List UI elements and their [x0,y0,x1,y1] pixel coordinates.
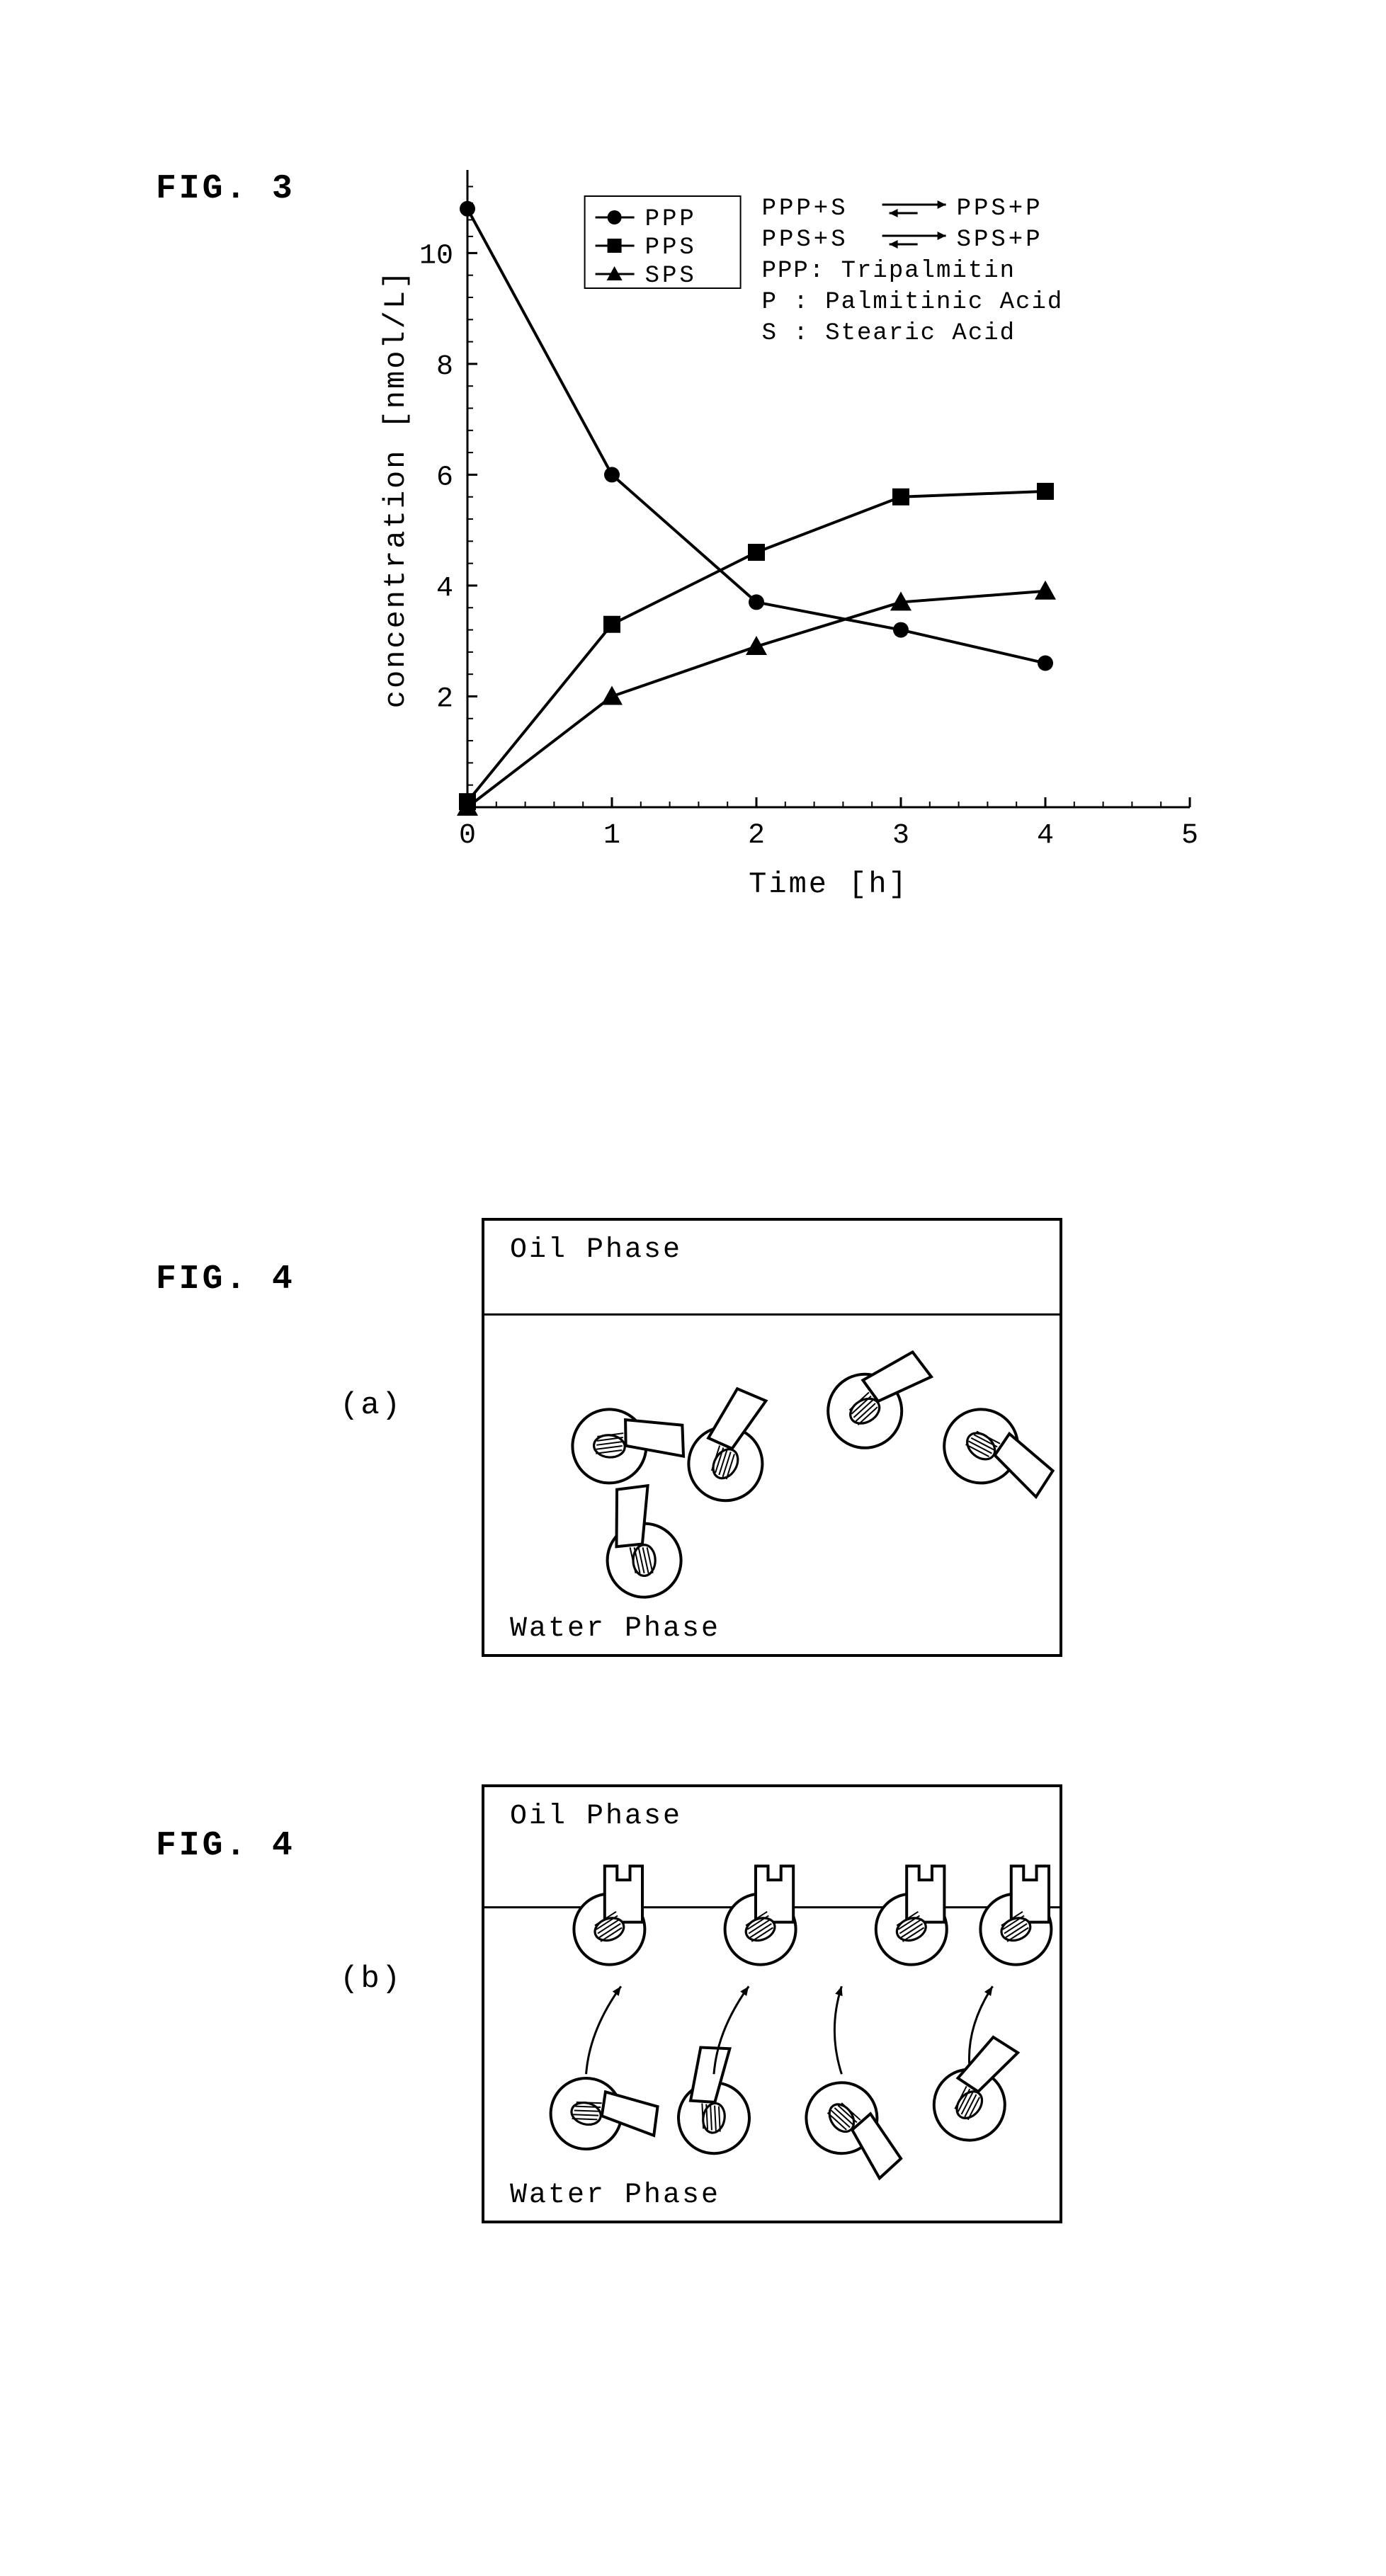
svg-text:5: 5 [1181,820,1198,852]
svg-text:SPS: SPS [645,263,697,290]
svg-text:1: 1 [603,820,620,852]
svg-text:8: 8 [436,351,453,383]
svg-text:PPS+P: PPS+P [957,195,1043,222]
svg-text:S : Stearic Acid: S : Stearic Acid [762,320,1016,347]
svg-text:6: 6 [436,462,453,494]
svg-text:3: 3 [892,820,909,852]
fig4b-label: FIG. 4 [156,1827,295,1865]
svg-text:0: 0 [459,820,476,852]
svg-text:PPP: Tripalmitin: PPP: Tripalmitin [762,258,1016,285]
svg-text:4: 4 [1037,820,1054,852]
fig4a-label: FIG. 4 [156,1260,295,1299]
svg-text:2: 2 [436,683,453,715]
svg-text:Water Phase: Water Phase [510,2179,720,2211]
svg-text:Time [h]: Time [h] [749,867,909,901]
svg-text:PPP: PPP [645,206,697,233]
svg-text:P : Palmitinic Acid: P : Palmitinic Acid [762,289,1064,316]
fig3-chart: 0 1 2 3 4 5 2 4 6 8 10 Time [h] concentration [nmol/… [375,149,1218,910]
svg-text:PPS: PPS [645,234,697,261]
svg-text:2: 2 [748,820,765,852]
fig4a-sub: (a) [340,1388,402,1423]
svg-text:PPP+S: PPP+S [762,195,848,222]
svg-text:SPS+P: SPS+P [957,227,1043,253]
svg-text:4: 4 [436,573,453,605]
page: FIG. 3 0 1 2 3 4 5 2 4 6 8 10 Time [h] concentration… [0,0,1386,2576]
fig3-svg: 0 1 2 3 4 5 2 4 6 8 10 Time [h] concentration [nmol/… [375,149,1218,906]
fig4a-diagram: Oil Phase Water Phase [482,1218,1062,1660]
svg-text:PPS+S: PPS+S [762,227,848,253]
fig4b-sub: (b) [340,1961,402,1997]
fig4b-diagram: Oil Phase Water Phase [482,1784,1062,2227]
svg-text:10: 10 [419,240,453,272]
svg-text:Oil Phase: Oil Phase [510,1801,682,1833]
fig3-label: FIG. 3 [156,170,295,208]
fig4a-svg: Oil Phase Water Phase [482,1218,1062,1657]
svg-text:concentration [nmol/L]: concentration [nmol/L] [379,269,413,709]
svg-text:Water Phase: Water Phase [510,1613,720,1645]
svg-text:Oil Phase: Oil Phase [510,1234,682,1266]
fig4b-svg: Oil Phase Water Phase [482,1784,1062,2223]
